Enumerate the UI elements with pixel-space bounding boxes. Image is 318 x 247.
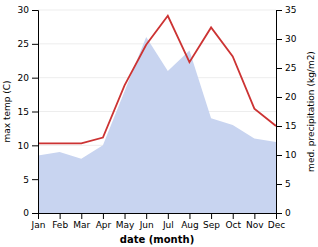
tick: 35 <box>276 5 296 15</box>
grid-line <box>38 43 276 44</box>
x-axis-title: date (month) <box>120 234 194 245</box>
tick: Mar <box>73 213 90 230</box>
tick-mark <box>276 213 282 214</box>
tick: May <box>116 213 135 230</box>
tick-mark <box>276 155 282 156</box>
tick-mark <box>146 213 147 219</box>
chart: JanFebMarAprMayJunJulAugSepOctNovDec0510… <box>0 0 318 247</box>
tick-label: 10 <box>18 141 30 151</box>
tick-label: 5 <box>285 179 291 189</box>
tick-mark <box>276 68 282 69</box>
tick: 20 <box>276 92 297 102</box>
tick-label: Aug <box>181 220 199 230</box>
tick: 15 <box>276 121 296 131</box>
y-axis: 0 5 10 15 20 25 30 <box>18 5 39 218</box>
tick-label: Jan <box>31 220 46 230</box>
tick-label: 15 <box>18 107 29 117</box>
tick-mark <box>211 213 212 219</box>
tick-label: Nov <box>246 220 264 230</box>
tick-mark <box>32 112 38 113</box>
tick-label: Oct <box>225 220 241 230</box>
tick: 30 <box>18 5 38 15</box>
tick: Aug <box>181 213 199 230</box>
tick: 15 <box>18 107 38 117</box>
tick: Sep <box>203 213 220 230</box>
tick: Nov <box>246 213 264 230</box>
tick-label: Apr <box>96 220 112 230</box>
grid <box>38 10 276 213</box>
area <box>38 37 276 213</box>
tick: 25 <box>18 39 38 49</box>
tick: 0 <box>23 208 38 218</box>
tick: 25 <box>276 63 296 73</box>
tick-label: 35 <box>285 5 296 15</box>
tick-mark <box>32 10 38 11</box>
tick-label: 5 <box>23 175 29 185</box>
tick-mark <box>168 213 169 219</box>
line <box>38 16 276 144</box>
tick-label: 25 <box>285 63 296 73</box>
tick-label: Jul <box>162 220 174 230</box>
y2-axis: 0 5 10 15 20 25 30 35 <box>276 5 297 218</box>
tick-label: 15 <box>285 121 296 131</box>
tick-label: 0 <box>285 208 291 218</box>
tick-label: 30 <box>285 34 297 44</box>
tick: 0 <box>276 208 291 218</box>
tick-mark <box>276 97 282 98</box>
y2-axis-title: med. precipitation (kg/m2) <box>306 51 316 172</box>
tick-mark <box>276 10 282 11</box>
axis-line <box>32 11 39 214</box>
tick-mark <box>32 213 38 214</box>
tick-mark <box>189 213 190 219</box>
plot-area: JanFebMarAprMayJunJulAugSepOctNovDec0510… <box>2 5 316 245</box>
tick-mark <box>276 184 282 185</box>
tick-label: 20 <box>285 92 297 102</box>
tick-label: Dec <box>268 220 285 230</box>
tick-mark <box>32 179 38 180</box>
tick-label: Jun <box>139 220 154 230</box>
tick-mark <box>276 126 282 127</box>
tick-mark <box>233 213 234 219</box>
tick: Jan <box>31 213 46 230</box>
tick: 10 <box>18 141 38 151</box>
tick-label: Feb <box>52 220 68 230</box>
axis-line <box>39 214 277 220</box>
tick: Apr <box>96 213 112 230</box>
tick-label: Mar <box>73 220 90 230</box>
tick-mark <box>32 145 38 146</box>
tick-mark <box>254 213 255 219</box>
tick-mark <box>103 213 104 219</box>
tick-label: May <box>116 220 135 230</box>
tick-label: 30 <box>18 5 30 15</box>
tick-label: 0 <box>23 208 29 218</box>
tick: Dec <box>268 213 285 230</box>
tick-mark <box>125 213 126 219</box>
axis-line <box>277 11 283 214</box>
marks <box>38 16 276 213</box>
tick-mark <box>60 213 61 219</box>
tick: 20 <box>18 73 38 83</box>
tick: Jul <box>162 213 174 230</box>
tick: Jun <box>139 213 154 230</box>
tick: 5 <box>276 179 291 189</box>
tick-label: 20 <box>18 73 30 83</box>
tick-label: Sep <box>203 220 220 230</box>
tick-mark <box>276 39 282 40</box>
tick: Feb <box>52 213 68 230</box>
grid-line <box>38 10 276 11</box>
tick-mark <box>32 44 38 45</box>
tick: 5 <box>23 175 38 185</box>
tick-label: 25 <box>18 39 29 49</box>
y-axis-title: max temp (C) <box>2 80 12 142</box>
tick-mark <box>32 78 38 79</box>
tick: Oct <box>225 213 241 230</box>
tick-mark <box>81 213 82 219</box>
tick-label: 10 <box>285 150 297 160</box>
tick: 30 <box>276 34 297 44</box>
tick: 10 <box>276 150 297 160</box>
x-axis: Jan Feb Mar Apr May Jun Jul Aug Sep Oct Nov Dec <box>31 213 286 230</box>
